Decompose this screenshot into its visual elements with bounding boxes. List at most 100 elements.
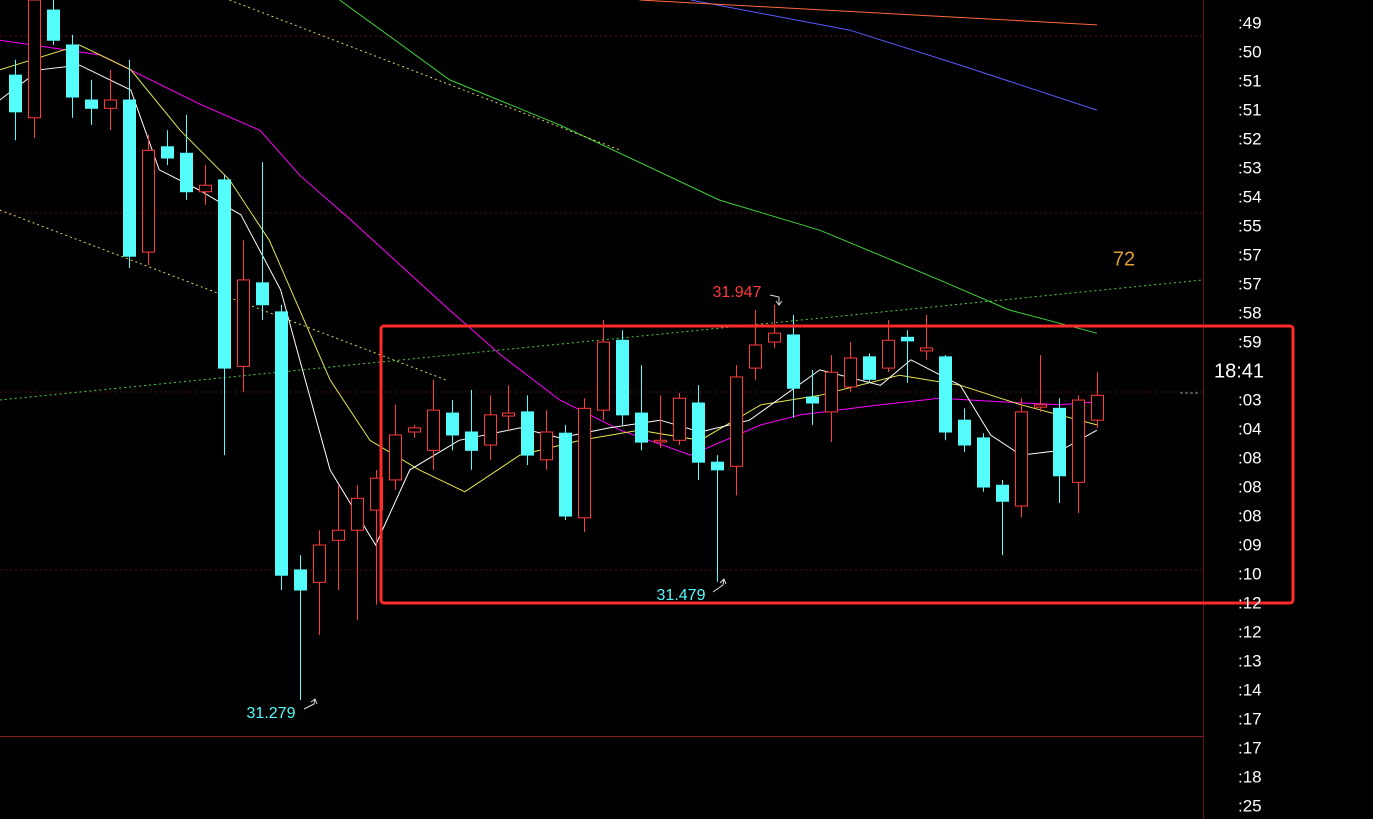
- candle-body: [161, 146, 174, 159]
- axis-label: :17: [1238, 709, 1262, 728]
- axis-label: :08: [1238, 448, 1262, 467]
- axis-label: :13: [1238, 651, 1262, 670]
- trend-line: [690, 0, 1098, 111]
- axis-label: :10: [1238, 564, 1262, 583]
- axis-label: :12: [1238, 622, 1262, 641]
- trend-line: [229, 0, 621, 151]
- trend-line: [0, 39, 1097, 456]
- candle-body: [502, 412, 515, 417]
- candle-body: [1015, 411, 1028, 507]
- candle-body: [540, 431, 553, 461]
- right-axis: :49 :50 :51 :51 :52 :53 :54 :55 :57 :57 :58 :59 18:4…: [1214, 13, 1264, 815]
- axis-label: :52: [1238, 129, 1262, 148]
- axis-label: :57: [1238, 245, 1262, 264]
- trend-line: [0, 279, 1204, 401]
- candle-body: [920, 347, 933, 352]
- trend-line: [339, 0, 1098, 334]
- candle-body: [1053, 407, 1066, 477]
- axis-label: :04: [1238, 419, 1262, 438]
- annotation: 31.279: [247, 705, 296, 722]
- axis-label: :17: [1238, 738, 1262, 757]
- axis-label: :18: [1238, 767, 1262, 786]
- candle-body: [237, 279, 250, 367]
- candle-body: [446, 412, 459, 436]
- candle-body: [256, 282, 269, 306]
- candle-body: [844, 357, 857, 388]
- candle-body: [47, 9, 60, 41]
- candle-body: [825, 371, 838, 413]
- candle-body: [787, 334, 800, 389]
- axis-label: :49: [1238, 13, 1262, 32]
- axis-label: :25: [1238, 796, 1262, 815]
- candle-body: [996, 484, 1009, 502]
- candle-body: [332, 529, 345, 541]
- candle-body: [142, 149, 155, 253]
- axis-label: :03: [1238, 390, 1262, 409]
- axis-label: :59: [1238, 332, 1262, 351]
- axis-label: :51: [1238, 71, 1262, 90]
- annotation: 31.947: [713, 284, 762, 301]
- candle-body: [616, 339, 629, 416]
- candle-body: [730, 376, 743, 467]
- candle-body: [635, 412, 648, 443]
- axis-label: :57: [1238, 274, 1262, 293]
- candle-body: [389, 434, 402, 481]
- axis-label: :55: [1238, 216, 1262, 235]
- candle-body: [711, 461, 724, 471]
- candle-body: [408, 427, 421, 433]
- candle-body: [654, 439, 667, 443]
- candle-body: [465, 431, 478, 451]
- axis-label: :08: [1238, 477, 1262, 496]
- annotation-arrow: [769, 294, 783, 306]
- candle-body: [294, 569, 307, 591]
- plot: [0, 0, 1204, 701]
- axis-label: :12: [1238, 593, 1262, 612]
- candle-body: [9, 74, 22, 113]
- axis-label: :53: [1238, 158, 1262, 177]
- candle-body: [578, 407, 591, 519]
- candle-body: [901, 336, 914, 342]
- candle-body: [597, 341, 610, 411]
- candle-body: [939, 356, 952, 433]
- annotation: 31.479: [657, 587, 706, 604]
- candle-body: [882, 339, 895, 369]
- axis-label: :58: [1238, 303, 1262, 322]
- axis-label: 18:41: [1214, 360, 1264, 382]
- axis-label: :50: [1238, 42, 1262, 61]
- candle-body: [351, 497, 364, 531]
- candle-body: [977, 437, 990, 488]
- trend-line: [639, 0, 1097, 26]
- candle-body: [958, 419, 971, 446]
- axis-label: :08: [1238, 506, 1262, 525]
- candle-body: [123, 99, 136, 257]
- candle-body: [427, 409, 440, 451]
- highlight-box: [379, 324, 1295, 605]
- candle-body: [66, 44, 79, 98]
- axis-label: :51: [1238, 100, 1262, 119]
- candle-body: [749, 344, 762, 369]
- candle-body: [218, 179, 231, 369]
- candle-body: [559, 432, 572, 517]
- candle-body: [104, 99, 117, 109]
- candle-body: [313, 544, 326, 583]
- candle-body: [806, 396, 819, 404]
- candle-body: [1034, 404, 1047, 408]
- annotations: 31.947 31.479 31.279 72: [247, 248, 1295, 722]
- candle-body: [768, 332, 781, 343]
- trend-line: [0, 44, 1098, 493]
- candle-body: [1072, 399, 1085, 483]
- candle-body: [199, 184, 212, 193]
- axis-label: :14: [1238, 680, 1262, 699]
- candle-body: [1091, 394, 1104, 421]
- candle-body: [28, 0, 41, 119]
- axis-label: :09: [1238, 535, 1262, 554]
- candle-body: [180, 152, 193, 193]
- candle-body: [85, 99, 98, 109]
- candle-body: [275, 311, 288, 576]
- candle-body: [692, 402, 705, 463]
- annotation-arrow: [303, 698, 318, 710]
- annotation-arrow: [712, 578, 727, 593]
- axis-label: :54: [1238, 187, 1262, 206]
- trend-line: [0, 64, 1098, 547]
